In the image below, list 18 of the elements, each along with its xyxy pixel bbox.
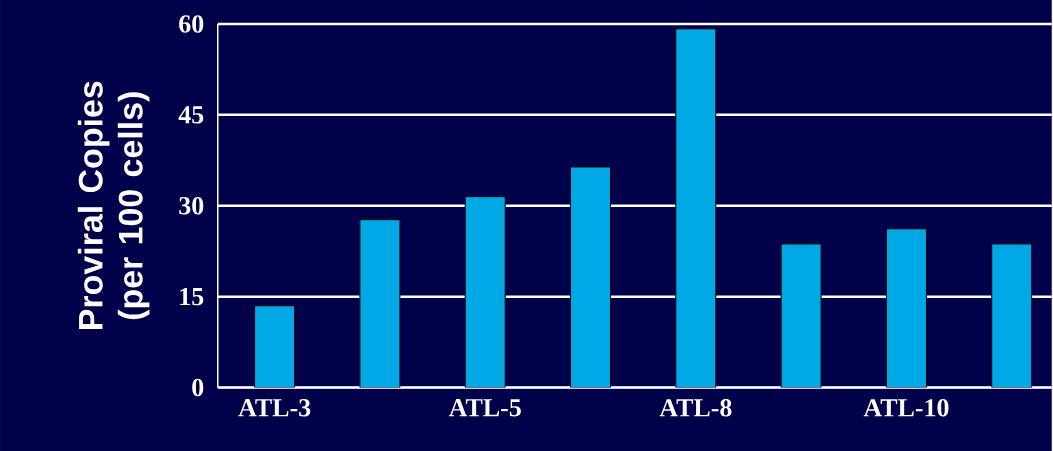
x-tick-label: ATL-5 <box>448 398 521 417</box>
bar <box>885 228 927 388</box>
y-tick-label: 60 <box>179 14 204 33</box>
bar <box>675 28 717 388</box>
x-tick-label: ATL-10 <box>863 398 949 417</box>
y-tick-label: 30 <box>179 196 204 215</box>
y-axis-title: Proviral Copies (per 100 cells) <box>77 81 150 329</box>
x-tick-label: ATL-3 <box>238 398 311 417</box>
y-tick-label: 15 <box>180 287 204 306</box>
bar <box>359 218 401 388</box>
bar <box>254 305 296 388</box>
bar <box>991 243 1033 388</box>
bar <box>780 243 822 388</box>
bar <box>464 195 506 388</box>
bar <box>570 166 612 388</box>
y-tick-label: 45 <box>178 105 204 124</box>
x-tick-label: ATL-8 <box>659 398 732 417</box>
y-tick-label: 0 <box>192 378 204 397</box>
